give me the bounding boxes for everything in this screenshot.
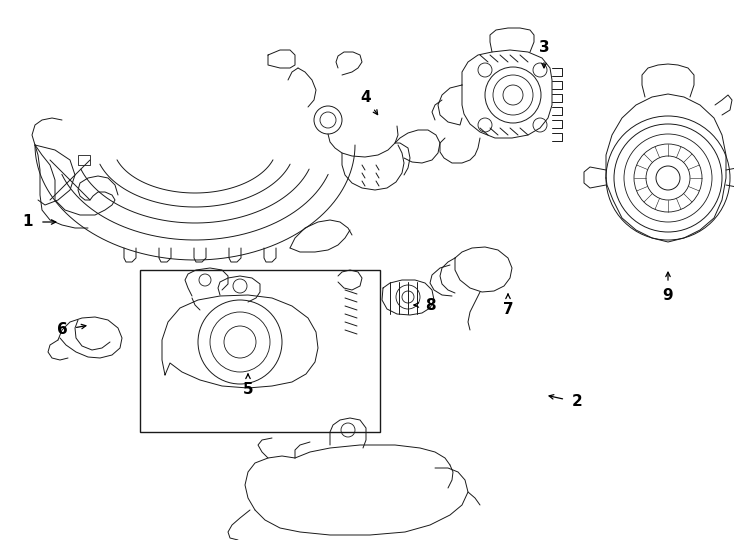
- Text: 1: 1: [23, 214, 33, 230]
- Text: 5: 5: [243, 382, 253, 397]
- Text: 6: 6: [57, 322, 68, 338]
- Bar: [140, 270, 380, 432]
- Text: 4: 4: [360, 91, 371, 105]
- Text: 2: 2: [572, 395, 582, 409]
- Text: 3: 3: [539, 40, 549, 56]
- Text: 7: 7: [503, 302, 513, 318]
- Bar: [78, 155, 90, 165]
- Text: 8: 8: [425, 298, 435, 313]
- Text: 9: 9: [663, 287, 673, 302]
